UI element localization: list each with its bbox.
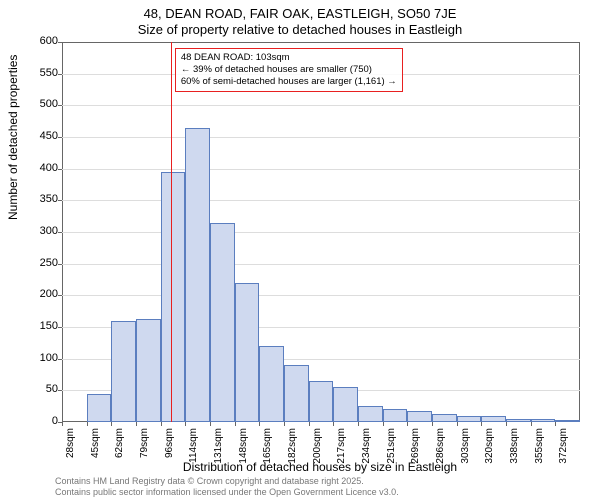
y-tick-label: 300 (18, 225, 58, 237)
histogram-bar (531, 419, 556, 422)
x-tick-mark (210, 422, 211, 426)
histogram-bar (506, 419, 531, 422)
y-tick-mark (58, 74, 62, 75)
y-tick-mark (58, 169, 62, 170)
x-tick-mark (481, 422, 482, 426)
y-tick-mark (58, 264, 62, 265)
chart-footer: Contains HM Land Registry data © Crown c… (55, 476, 399, 498)
histogram-bar (161, 172, 186, 422)
histogram-bar (136, 319, 161, 422)
footer-line2: Contains public sector information licen… (55, 487, 399, 498)
reference-line (171, 42, 172, 422)
x-tick-mark (259, 422, 260, 426)
x-tick-mark (284, 422, 285, 426)
histogram-bar (210, 223, 235, 423)
y-tick-mark (58, 105, 62, 106)
x-tick-mark (87, 422, 88, 426)
y-tick-label: 350 (18, 193, 58, 205)
x-tick-mark (309, 422, 310, 426)
y-tick-label: 100 (18, 352, 58, 364)
y-tick-label: 600 (18, 35, 58, 47)
x-tick-mark (555, 422, 556, 426)
x-tick-mark (235, 422, 236, 426)
y-tick-mark (58, 295, 62, 296)
y-tick-mark (58, 359, 62, 360)
annotation-line3: 60% of semi-detached houses are larger (… (181, 76, 397, 88)
y-tick-label: 150 (18, 320, 58, 332)
gridline (62, 295, 580, 296)
gridline (62, 137, 580, 138)
y-tick-mark (58, 200, 62, 201)
histogram-bar (481, 416, 506, 422)
y-tick-label: 550 (18, 67, 58, 79)
histogram-bar (111, 321, 136, 422)
y-tick-label: 50 (18, 383, 58, 395)
gridline (62, 200, 580, 201)
x-tick-mark (136, 422, 137, 426)
histogram-bar (432, 414, 457, 422)
annotation-box: 48 DEAN ROAD: 103sqm← 39% of detached ho… (175, 48, 403, 92)
y-tick-label: 0 (18, 415, 58, 427)
x-tick-mark (506, 422, 507, 426)
gridline (62, 264, 580, 265)
histogram-bar (358, 406, 383, 422)
histogram-bar (284, 365, 309, 422)
y-tick-label: 400 (18, 162, 58, 174)
x-tick-mark (111, 422, 112, 426)
histogram-bar (383, 409, 408, 422)
y-tick-mark (58, 327, 62, 328)
y-tick-mark (58, 390, 62, 391)
histogram-bar (87, 394, 112, 423)
x-axis-label: Distribution of detached houses by size … (60, 460, 580, 474)
x-tick-mark (432, 422, 433, 426)
x-tick-mark (333, 422, 334, 426)
x-tick-mark (62, 422, 63, 426)
x-tick-mark (358, 422, 359, 426)
histogram-bar (309, 381, 334, 422)
histogram-bar (407, 411, 432, 422)
y-tick-label: 500 (18, 98, 58, 110)
annotation-line2: ← 39% of detached houses are smaller (75… (181, 64, 397, 76)
gridline (62, 105, 580, 106)
gridline (62, 232, 580, 233)
chart-title-line2: Size of property relative to detached ho… (0, 22, 600, 37)
y-tick-label: 200 (18, 288, 58, 300)
x-tick-mark (185, 422, 186, 426)
x-tick-mark (161, 422, 162, 426)
x-tick-mark (457, 422, 458, 426)
y-tick-mark (58, 137, 62, 138)
chart-title-line1: 48, DEAN ROAD, FAIR OAK, EASTLEIGH, SO50… (0, 6, 600, 21)
histogram-bar (259, 346, 284, 422)
histogram-bar (457, 416, 482, 422)
x-tick-mark (383, 422, 384, 426)
y-tick-label: 250 (18, 257, 58, 269)
gridline (62, 169, 580, 170)
histogram-bar (333, 387, 358, 422)
chart-plot-area: 05010015020025030035040045050055060028sq… (62, 42, 580, 422)
histogram-bar (185, 128, 210, 423)
y-tick-label: 450 (18, 130, 58, 142)
x-tick-mark (407, 422, 408, 426)
y-tick-mark (58, 42, 62, 43)
y-tick-mark (58, 232, 62, 233)
footer-line1: Contains HM Land Registry data © Crown c… (55, 476, 399, 487)
histogram-bar (555, 420, 580, 422)
histogram-bar (235, 283, 260, 422)
x-tick-mark (531, 422, 532, 426)
annotation-line1: 48 DEAN ROAD: 103sqm (181, 52, 397, 64)
